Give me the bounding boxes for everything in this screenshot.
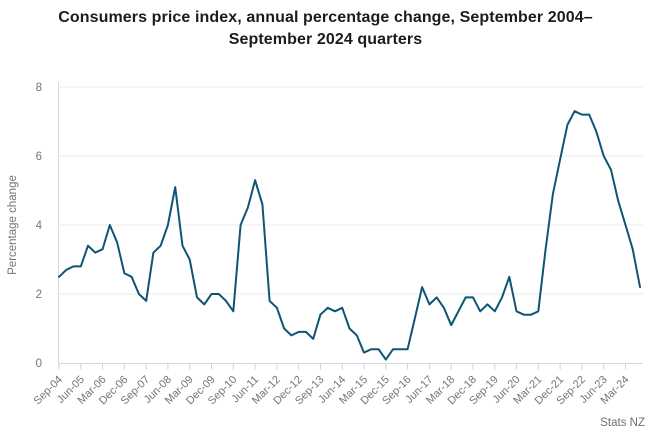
chart-title-block: Consumers price index, annual percentage… — [0, 7, 651, 51]
svg-text:4: 4 — [36, 220, 43, 232]
chart-title: Consumers price index, annual percentage… — [58, 9, 593, 48]
svg-text:2: 2 — [36, 289, 42, 301]
gridlines — [58, 86, 643, 295]
source-attribution: Stats NZ — [600, 417, 645, 429]
svg-text:8: 8 — [36, 82, 42, 94]
cpi-data-line — [58, 110, 641, 361]
svg-text:6: 6 — [36, 151, 42, 163]
axis-borders — [58, 82, 643, 364]
x-axis-tick-labels: Sep-04Jun-05Mar-06Dec-06Sep-07Jun-08Mar-… — [32, 374, 632, 408]
x-axis-ticks — [58, 364, 626, 370]
svg-text:0: 0 — [36, 358, 42, 370]
y-axis-tick-labels: 0 2 4 6 8 — [36, 82, 43, 370]
y-axis-title: Percentage change — [7, 175, 19, 275]
